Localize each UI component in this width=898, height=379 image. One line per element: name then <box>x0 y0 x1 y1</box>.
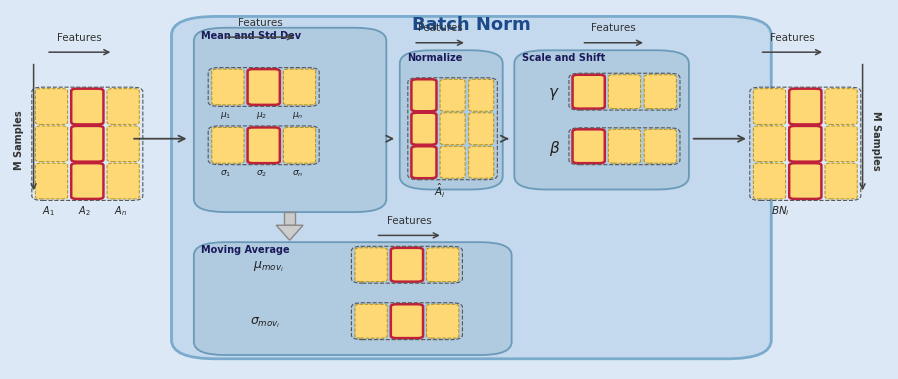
FancyBboxPatch shape <box>608 75 640 109</box>
FancyBboxPatch shape <box>71 126 103 162</box>
FancyBboxPatch shape <box>212 69 244 105</box>
Text: $\sigma_{mov_i}$: $\sigma_{mov_i}$ <box>251 315 281 330</box>
FancyBboxPatch shape <box>427 304 459 338</box>
FancyBboxPatch shape <box>644 129 676 163</box>
FancyBboxPatch shape <box>469 146 494 178</box>
FancyBboxPatch shape <box>825 163 858 199</box>
FancyBboxPatch shape <box>469 79 494 111</box>
Text: $\beta$: $\beta$ <box>549 139 560 158</box>
FancyBboxPatch shape <box>411 79 436 111</box>
FancyBboxPatch shape <box>194 28 386 212</box>
Text: M Samples: M Samples <box>871 111 881 171</box>
FancyBboxPatch shape <box>35 163 67 199</box>
Text: $\mu_1$: $\mu_1$ <box>220 110 232 121</box>
FancyBboxPatch shape <box>469 113 494 145</box>
FancyBboxPatch shape <box>789 126 822 162</box>
FancyBboxPatch shape <box>107 89 139 124</box>
Text: Normalize: Normalize <box>407 53 462 63</box>
FancyBboxPatch shape <box>411 146 436 178</box>
Text: Features: Features <box>57 33 102 43</box>
FancyBboxPatch shape <box>285 212 295 225</box>
Text: $\mu_2$: $\mu_2$ <box>256 110 268 121</box>
Text: $\mu_n$: $\mu_n$ <box>292 110 304 121</box>
Text: Scale and Shift: Scale and Shift <box>522 53 604 63</box>
FancyBboxPatch shape <box>825 126 858 162</box>
Text: $BN_i$: $BN_i$ <box>770 204 789 218</box>
FancyBboxPatch shape <box>194 242 512 355</box>
FancyBboxPatch shape <box>107 163 139 199</box>
FancyBboxPatch shape <box>427 248 459 282</box>
FancyBboxPatch shape <box>753 126 786 162</box>
FancyBboxPatch shape <box>753 163 786 199</box>
Polygon shape <box>277 225 304 240</box>
Text: Features: Features <box>238 18 283 28</box>
FancyBboxPatch shape <box>515 50 689 190</box>
FancyBboxPatch shape <box>212 127 244 163</box>
FancyBboxPatch shape <box>248 69 280 105</box>
Text: Features: Features <box>387 216 432 226</box>
FancyBboxPatch shape <box>391 304 423 338</box>
FancyBboxPatch shape <box>573 75 604 109</box>
FancyBboxPatch shape <box>172 16 771 359</box>
FancyBboxPatch shape <box>284 127 315 163</box>
FancyBboxPatch shape <box>608 129 640 163</box>
FancyBboxPatch shape <box>825 89 858 124</box>
Text: Mean and Std Dev: Mean and Std Dev <box>201 31 301 41</box>
Text: $\hat{A}_i$: $\hat{A}_i$ <box>434 182 446 200</box>
FancyBboxPatch shape <box>440 146 465 178</box>
Text: M Samples: M Samples <box>14 111 24 171</box>
FancyBboxPatch shape <box>789 163 822 199</box>
FancyBboxPatch shape <box>355 248 387 282</box>
Text: Features: Features <box>770 33 814 43</box>
FancyBboxPatch shape <box>573 129 604 163</box>
FancyBboxPatch shape <box>71 89 103 124</box>
Text: Features: Features <box>418 23 462 33</box>
FancyBboxPatch shape <box>400 50 503 190</box>
FancyBboxPatch shape <box>35 126 67 162</box>
FancyBboxPatch shape <box>248 127 280 163</box>
Text: Batch Norm: Batch Norm <box>412 16 531 34</box>
Text: $\mu_{mov_i}$: $\mu_{mov_i}$ <box>252 259 284 274</box>
FancyBboxPatch shape <box>35 89 67 124</box>
Text: $A_1$: $A_1$ <box>42 204 56 218</box>
FancyBboxPatch shape <box>107 126 139 162</box>
FancyBboxPatch shape <box>284 69 315 105</box>
FancyBboxPatch shape <box>355 304 387 338</box>
FancyBboxPatch shape <box>391 248 423 282</box>
FancyBboxPatch shape <box>440 79 465 111</box>
Text: $\gamma$: $\gamma$ <box>548 86 559 102</box>
FancyBboxPatch shape <box>71 163 103 199</box>
Text: $A_2$: $A_2$ <box>78 204 91 218</box>
FancyBboxPatch shape <box>789 89 822 124</box>
FancyBboxPatch shape <box>440 113 465 145</box>
Text: $\sigma_1$: $\sigma_1$ <box>221 168 232 179</box>
Text: $A_n$: $A_n$ <box>114 204 127 218</box>
Text: Features: Features <box>592 23 636 33</box>
FancyBboxPatch shape <box>644 75 676 109</box>
FancyBboxPatch shape <box>753 89 786 124</box>
FancyBboxPatch shape <box>411 113 436 145</box>
Text: $\sigma_2$: $\sigma_2$ <box>256 168 268 179</box>
Text: Moving Average: Moving Average <box>201 245 290 255</box>
Text: $\sigma_n$: $\sigma_n$ <box>292 168 304 179</box>
